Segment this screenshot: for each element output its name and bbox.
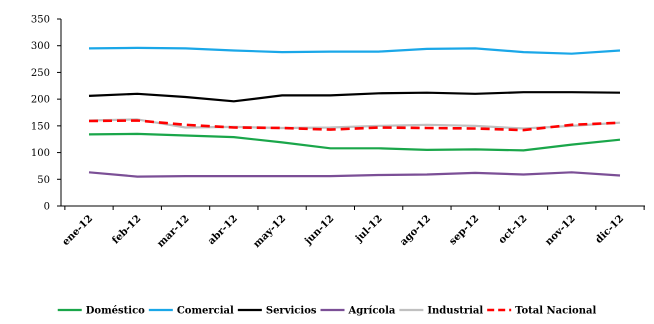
y-tick-label: 200	[31, 95, 50, 106]
y-tick-label: 250	[31, 68, 50, 79]
x-tick-label: nov-12	[543, 213, 578, 248]
y-tick-label: 100	[31, 148, 50, 159]
x-tick-label: oct-12	[497, 213, 530, 246]
y-tick-label: 50	[37, 175, 50, 186]
legend: Doméstico Comercial Servicios Agrícola Indus…	[57, 306, 596, 317]
series-line-domestico	[88, 132, 621, 152]
series-line-comercial	[88, 46, 621, 55]
legend-label: Total Nacional	[515, 306, 596, 317]
y-tick-label: 300	[31, 41, 50, 52]
x-tick-label: jul-12	[353, 213, 385, 245]
legend-label: Agrícola	[348, 306, 396, 317]
x-tick-label: may-12	[251, 213, 288, 250]
series-line-servicios	[88, 91, 621, 103]
legend-label: Comercial	[177, 306, 234, 317]
x-tick-label: feb-12	[110, 213, 143, 246]
x-tick-label: dic-12	[594, 213, 627, 246]
y-tick-label: 150	[31, 121, 50, 132]
legend-label: Doméstico	[86, 306, 145, 317]
y-tick-label: 350	[31, 15, 50, 26]
legend-label: Industrial	[427, 306, 483, 317]
y-tick-label: 0	[44, 202, 50, 213]
x-tick-label: ene-12	[60, 213, 95, 248]
axes: 0 50 100 150 200 250 300 350 ene-12 feb-12 mar-12 a…	[31, 15, 645, 250]
x-tick-label: sep-12	[447, 213, 481, 247]
series-layer	[88, 46, 621, 178]
series-line-total-nacional	[88, 119, 621, 132]
x-tick-label: jun-12	[302, 213, 336, 247]
series-line-industrial	[88, 118, 621, 130]
x-tick-label: ago-12	[398, 213, 433, 248]
x-tick-label: mar-12	[155, 213, 191, 249]
series-line-agricola	[88, 171, 621, 178]
x-tick-label: abr-12	[206, 213, 240, 247]
legend-label: Servicios	[266, 306, 317, 317]
